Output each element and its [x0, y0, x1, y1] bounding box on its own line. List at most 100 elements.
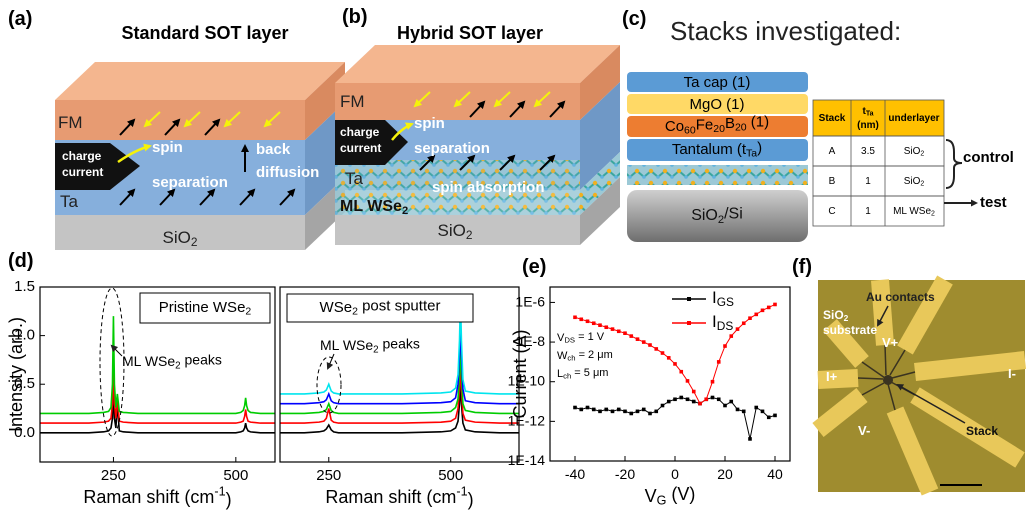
- data-point: [736, 327, 740, 331]
- data-point: [754, 313, 758, 317]
- data-point: [636, 410, 640, 414]
- data-point: [761, 410, 765, 414]
- data-point: [748, 316, 752, 320]
- data-point: [692, 400, 696, 404]
- y-tick-label: 1E-6: [515, 293, 545, 309]
- data-point: [648, 412, 652, 416]
- data-point: [598, 410, 602, 414]
- x-tick-label: 250: [316, 467, 341, 484]
- data-point: [736, 408, 740, 412]
- data-point: [617, 329, 621, 333]
- panel-label: (b): [342, 6, 368, 28]
- label: Ta: [60, 192, 79, 211]
- data-point: [761, 309, 765, 313]
- label: Stack: [966, 424, 998, 438]
- x-tick-label: 250: [101, 467, 126, 484]
- label: charge: [340, 125, 380, 139]
- figure: (a) (b) (c) (d) (e) (f) Standard SOT lay…: [0, 0, 1030, 515]
- label: back: [256, 141, 291, 158]
- x-tick-label: 500: [438, 467, 463, 484]
- fm-top: [335, 45, 620, 83]
- x-axis-label: Raman shift (cm-1): [325, 485, 473, 510]
- annotation: ML WSe2 peaks: [122, 351, 222, 371]
- data-point: [723, 404, 727, 408]
- data-point: [698, 402, 702, 406]
- y-axis-label: Current (A): [510, 329, 530, 418]
- table-cell: ML WSe2: [893, 206, 935, 218]
- label: Ta: [345, 169, 364, 188]
- panel-title: Hybrid SOT layer: [397, 23, 543, 43]
- data-point: [586, 406, 590, 410]
- fm-layer: [335, 83, 580, 120]
- data-point: [617, 408, 621, 412]
- table-cell: B: [829, 176, 836, 187]
- data-point: [573, 406, 577, 410]
- data-line: [280, 384, 519, 433]
- label: separation: [414, 140, 490, 157]
- label: charge: [62, 149, 102, 163]
- label: separation: [152, 174, 228, 191]
- table-cell: 1: [865, 176, 871, 187]
- label: V+: [882, 335, 899, 350]
- data-point: [704, 397, 708, 401]
- label: Au contacts: [866, 290, 935, 304]
- data-point: [711, 380, 715, 384]
- data-point: [623, 410, 627, 414]
- data-point: [679, 396, 683, 400]
- panel-title: Standard SOT layer: [121, 23, 288, 43]
- data-point: [654, 347, 658, 351]
- panel-label: (c): [622, 8, 646, 30]
- annotation: Pristine WSe2: [159, 299, 252, 317]
- data-point: [604, 408, 608, 412]
- data-point: [754, 406, 758, 410]
- data-point: [604, 325, 608, 329]
- data-point: [642, 340, 646, 344]
- data-point: [661, 351, 665, 355]
- data-point: [654, 410, 658, 414]
- label: current: [340, 141, 381, 155]
- label: FM: [58, 113, 83, 132]
- data-point: [729, 400, 733, 404]
- label: current: [62, 165, 103, 179]
- data-point: [636, 337, 640, 341]
- x-axis-label: VG (V): [645, 484, 696, 508]
- label: spin absorption: [432, 179, 545, 196]
- y-tick-label: 1.5: [14, 278, 35, 295]
- panel-b: Hybrid SOT layer charge current spin sep…: [335, 23, 620, 245]
- data-point: [729, 334, 733, 338]
- fm-layer: [55, 100, 305, 140]
- data-point: [598, 323, 602, 327]
- legend-label: IGS: [712, 288, 734, 309]
- data-line: [575, 397, 775, 438]
- annotation-arrow: [328, 354, 334, 368]
- data-point: [711, 396, 715, 400]
- data-point: [592, 408, 596, 412]
- data-point: [717, 397, 721, 401]
- y-axis-label: Intensity (arb.): [6, 317, 26, 432]
- x-tick-label: 500: [223, 467, 248, 484]
- legend-marker: [687, 321, 691, 325]
- table-header: underlayer: [888, 113, 939, 124]
- data-point: [723, 344, 727, 348]
- label: I+: [826, 369, 838, 384]
- panel-label: (f): [792, 256, 812, 278]
- panel-title: Stacks investigated:: [670, 16, 901, 46]
- data-point: [611, 410, 615, 414]
- table-header: Stack: [819, 113, 846, 124]
- table-cell: SiO2: [904, 176, 925, 188]
- data-point: [611, 327, 615, 331]
- data-point: [686, 397, 690, 401]
- panel-label: (d): [8, 250, 34, 272]
- x-tick-label: 0: [671, 466, 679, 482]
- data-point: [673, 397, 677, 401]
- panel-label: (e): [522, 256, 546, 278]
- table-cell: SiO2: [904, 146, 925, 158]
- annotation: Lch = 5 μm: [557, 367, 608, 381]
- wse2-crystal: [627, 165, 808, 185]
- data-point: [692, 390, 696, 394]
- label: ML WSe2: [340, 198, 408, 217]
- x-tick-label: 20: [717, 466, 733, 482]
- data-point: [773, 414, 777, 418]
- label: test: [980, 194, 1007, 211]
